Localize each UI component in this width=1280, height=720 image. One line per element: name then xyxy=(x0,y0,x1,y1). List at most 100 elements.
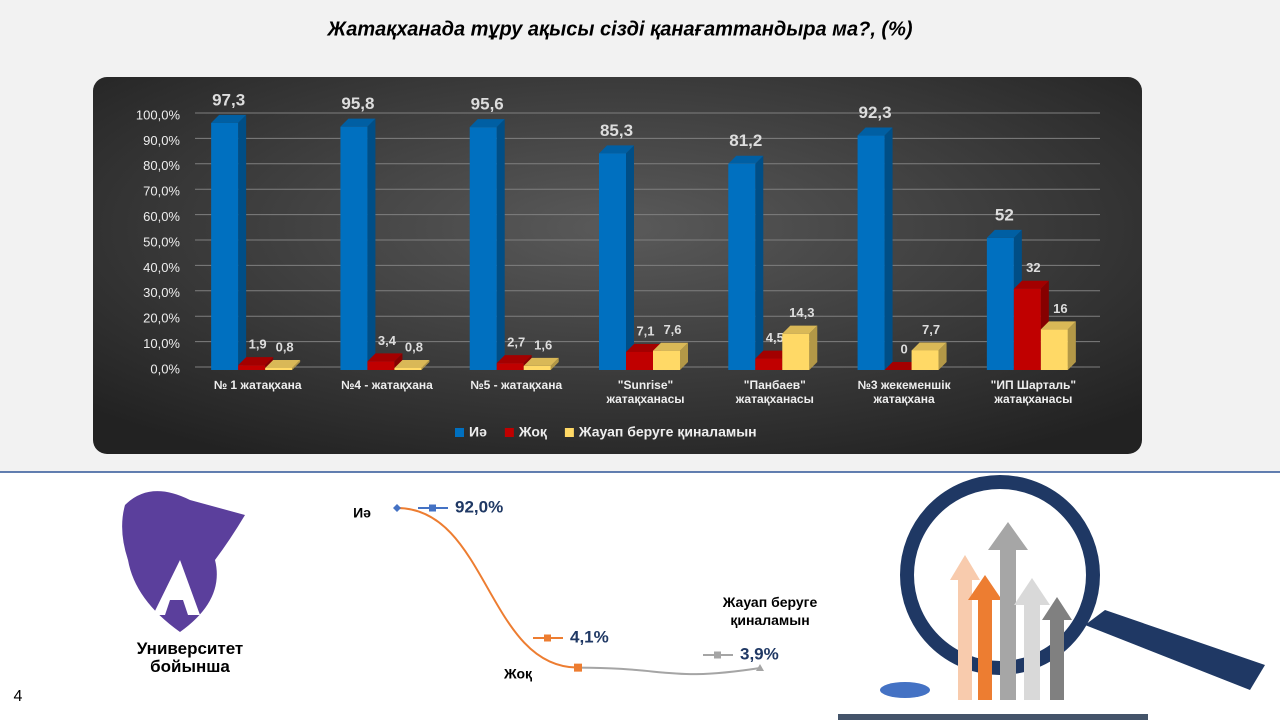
bar-side xyxy=(550,357,559,370)
y-tick-label: 60,0% xyxy=(143,209,180,224)
bar-side xyxy=(680,342,688,370)
bar-top xyxy=(653,342,688,351)
bar xyxy=(367,361,395,370)
data-label: 7,7 xyxy=(922,322,940,337)
data-label: 3,9% xyxy=(740,644,779,663)
bar-side xyxy=(238,114,247,370)
bar-top xyxy=(394,359,430,368)
bar-top xyxy=(265,359,301,368)
legend-label: Жоқ xyxy=(518,424,547,440)
x-tick-label: "Sunrise" жатақханасы xyxy=(605,378,684,406)
bar-side xyxy=(367,118,376,370)
bar xyxy=(238,365,266,370)
bar xyxy=(911,350,939,370)
y-tick-label: 80,0% xyxy=(143,158,180,173)
label-key-marker xyxy=(714,651,721,659)
bar-side xyxy=(1067,321,1076,370)
category-label: Иә xyxy=(353,505,371,521)
logo-caption: Университет бойынша xyxy=(137,639,244,676)
bar xyxy=(626,351,653,370)
bar xyxy=(653,350,680,370)
data-label: 7,6 xyxy=(663,322,681,337)
bar xyxy=(728,163,756,370)
bar-top xyxy=(884,362,920,370)
bar-side xyxy=(938,342,947,370)
x-tick-label: №4 - жатақхана xyxy=(341,378,433,392)
bar-side xyxy=(421,359,430,370)
point xyxy=(574,663,582,672)
data-label: 92,3 xyxy=(859,103,892,122)
data-label: 92,0% xyxy=(455,497,503,516)
bar-top xyxy=(469,119,505,128)
y-tick-label: 30,0% xyxy=(143,285,180,300)
data-label: 2,7 xyxy=(507,335,525,350)
x-tick-label: №3 жекеменшік жатақхана xyxy=(858,378,952,406)
bar xyxy=(1040,329,1068,370)
bar xyxy=(340,126,368,370)
x-tick-label: "Панбаев" жатақханасы xyxy=(735,378,814,406)
bar xyxy=(523,365,551,370)
bar-top xyxy=(626,343,661,352)
line-segment xyxy=(396,507,579,669)
bar-top xyxy=(728,155,764,164)
bar-top xyxy=(238,357,274,366)
data-label: 3,4 xyxy=(378,333,397,348)
data-label: 1,6 xyxy=(534,337,552,352)
bar-side xyxy=(884,127,893,370)
y-tick-label: 70,0% xyxy=(143,184,180,199)
bar-top xyxy=(755,350,791,359)
y-tick-label: 0,0% xyxy=(150,361,180,376)
legend-label: Иә xyxy=(469,424,487,440)
bar-side xyxy=(755,155,764,370)
bar-top xyxy=(599,145,634,154)
legend-swatch xyxy=(455,428,464,437)
data-label: 0,8 xyxy=(276,339,294,354)
bar-side xyxy=(394,353,403,370)
category-label: Жоқ xyxy=(503,666,532,682)
bar xyxy=(265,367,293,370)
data-label: 52 xyxy=(995,205,1014,224)
bar-top xyxy=(496,355,532,364)
bar-top xyxy=(857,127,893,136)
bar-side xyxy=(496,119,505,371)
data-label: 0 xyxy=(900,341,907,356)
data-label: 0,8 xyxy=(405,339,423,354)
bar xyxy=(1013,288,1041,370)
y-tick-label: 50,0% xyxy=(143,234,180,249)
bar-top xyxy=(1040,321,1076,330)
y-tick-label: 100,0% xyxy=(136,107,181,122)
x-tick-label: № 1 жатақхана xyxy=(214,378,302,392)
data-label: 97,3 xyxy=(212,90,245,109)
bar-top xyxy=(911,342,947,351)
logo xyxy=(122,491,245,632)
bar-top xyxy=(1013,280,1049,289)
bar-side xyxy=(809,325,818,370)
page-number: 4 xyxy=(14,688,23,705)
bar-side xyxy=(626,145,634,370)
bar xyxy=(496,363,524,370)
bar-top xyxy=(782,325,818,334)
data-label: 16 xyxy=(1053,301,1067,316)
bar xyxy=(986,237,1014,370)
bar-top xyxy=(986,229,1022,238)
data-label: 95,8 xyxy=(341,94,374,113)
data-label: 32 xyxy=(1026,260,1040,275)
y-tick-label: 40,0% xyxy=(143,260,180,275)
bar xyxy=(782,333,810,370)
point xyxy=(756,664,764,671)
legend-swatch xyxy=(564,428,574,437)
bar xyxy=(469,127,497,371)
bar xyxy=(211,122,239,370)
bar-side xyxy=(292,359,301,370)
line-segment xyxy=(577,666,761,676)
label-key-marker xyxy=(429,504,436,512)
bar xyxy=(599,153,626,370)
bar xyxy=(755,358,783,370)
label-key-marker xyxy=(544,634,551,642)
chart-title: Жатақханада тұру ақысы сізді қанағаттанд… xyxy=(326,18,912,40)
bar xyxy=(857,135,885,370)
point xyxy=(393,504,401,512)
data-label: 4,5 xyxy=(766,330,784,345)
x-tick-label: №5 - жатақхана xyxy=(470,378,562,392)
